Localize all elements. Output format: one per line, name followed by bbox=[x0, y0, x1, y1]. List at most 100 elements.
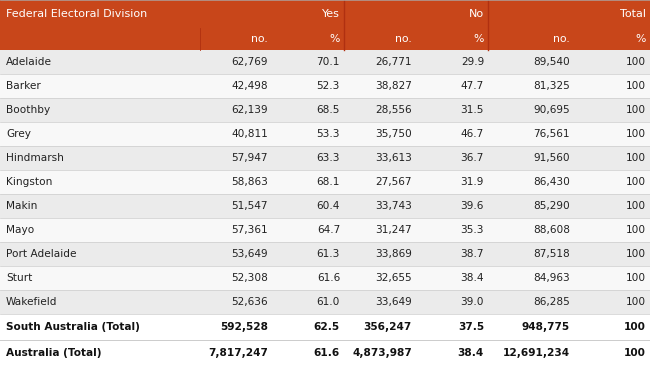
Text: 33,649: 33,649 bbox=[375, 297, 412, 307]
Text: 38,827: 38,827 bbox=[375, 81, 412, 91]
Text: 86,285: 86,285 bbox=[533, 297, 570, 307]
Text: 60.4: 60.4 bbox=[317, 201, 340, 211]
Text: 39.0: 39.0 bbox=[460, 297, 484, 307]
Text: %: % bbox=[330, 34, 340, 44]
Text: 100: 100 bbox=[624, 348, 646, 358]
Text: 68.1: 68.1 bbox=[317, 177, 340, 187]
Text: 62.5: 62.5 bbox=[314, 322, 340, 332]
Text: Port Adelaide: Port Adelaide bbox=[6, 249, 77, 259]
Text: 52,636: 52,636 bbox=[231, 297, 268, 307]
Text: Mayo: Mayo bbox=[6, 225, 34, 235]
Text: Federal Electoral Division: Federal Electoral Division bbox=[6, 9, 148, 19]
Text: Makin: Makin bbox=[6, 201, 38, 211]
Bar bbox=[0, 74, 650, 98]
Text: 33,613: 33,613 bbox=[375, 153, 412, 163]
Text: 26,771: 26,771 bbox=[376, 57, 412, 67]
Bar bbox=[0, 194, 650, 218]
Text: Grey: Grey bbox=[6, 129, 31, 139]
Text: 35.3: 35.3 bbox=[460, 225, 484, 235]
Text: 356,247: 356,247 bbox=[364, 322, 412, 332]
Text: Adelaide: Adelaide bbox=[6, 57, 52, 67]
Text: 32,655: 32,655 bbox=[376, 273, 412, 283]
Text: Barker: Barker bbox=[6, 81, 41, 91]
Bar bbox=[0, 28, 650, 50]
Text: Wakefield: Wakefield bbox=[6, 297, 57, 307]
Text: 100: 100 bbox=[626, 201, 646, 211]
Text: 948,775: 948,775 bbox=[522, 322, 570, 332]
Text: 33,743: 33,743 bbox=[375, 201, 412, 211]
Text: 61.6: 61.6 bbox=[317, 273, 340, 283]
Text: 100: 100 bbox=[626, 81, 646, 91]
Text: 53,649: 53,649 bbox=[231, 249, 268, 259]
Text: 62,139: 62,139 bbox=[231, 105, 268, 115]
Text: 39.6: 39.6 bbox=[461, 201, 484, 211]
Text: 58,863: 58,863 bbox=[231, 177, 268, 187]
Text: 38.7: 38.7 bbox=[460, 249, 484, 259]
Bar bbox=[0, 98, 650, 122]
Text: 100: 100 bbox=[626, 249, 646, 259]
Text: 42,498: 42,498 bbox=[231, 81, 268, 91]
Text: Kingston: Kingston bbox=[6, 177, 53, 187]
Text: 100: 100 bbox=[626, 129, 646, 139]
Text: Hindmarsh: Hindmarsh bbox=[6, 153, 64, 163]
Text: Total: Total bbox=[620, 9, 646, 19]
Text: 52,308: 52,308 bbox=[231, 273, 268, 283]
Text: 28,556: 28,556 bbox=[376, 105, 412, 115]
Text: 85,290: 85,290 bbox=[533, 201, 570, 211]
Bar bbox=[0, 314, 650, 340]
Bar bbox=[0, 122, 650, 146]
Text: 100: 100 bbox=[626, 177, 646, 187]
Text: Sturt: Sturt bbox=[6, 273, 32, 283]
Text: 47.7: 47.7 bbox=[461, 81, 484, 91]
Text: 61.6: 61.6 bbox=[314, 348, 340, 358]
Text: %: % bbox=[636, 34, 646, 44]
Bar bbox=[0, 266, 650, 290]
Text: Boothby: Boothby bbox=[6, 105, 50, 115]
Text: 33,869: 33,869 bbox=[375, 249, 412, 259]
Bar bbox=[0, 146, 650, 170]
Text: no.: no. bbox=[252, 34, 268, 44]
Text: 84,963: 84,963 bbox=[533, 273, 570, 283]
Text: 52.3: 52.3 bbox=[317, 81, 340, 91]
Text: 86,430: 86,430 bbox=[533, 177, 570, 187]
Text: 51,547: 51,547 bbox=[231, 201, 268, 211]
Text: 90,695: 90,695 bbox=[534, 105, 570, 115]
Text: 31,247: 31,247 bbox=[376, 225, 412, 235]
Text: 37.5: 37.5 bbox=[458, 322, 484, 332]
Text: no.: no. bbox=[553, 34, 570, 44]
Text: 35,750: 35,750 bbox=[375, 129, 412, 139]
Text: 31.9: 31.9 bbox=[461, 177, 484, 187]
Text: 36.7: 36.7 bbox=[461, 153, 484, 163]
Text: 12,691,234: 12,691,234 bbox=[503, 348, 570, 358]
Text: 91,560: 91,560 bbox=[534, 153, 570, 163]
Text: 100: 100 bbox=[626, 153, 646, 163]
Text: 68.5: 68.5 bbox=[317, 105, 340, 115]
Text: 27,567: 27,567 bbox=[376, 177, 412, 187]
Text: South Australia (Total): South Australia (Total) bbox=[6, 322, 140, 332]
Bar bbox=[0, 340, 650, 366]
Text: 100: 100 bbox=[626, 273, 646, 283]
Text: 63.3: 63.3 bbox=[317, 153, 340, 163]
Text: 100: 100 bbox=[626, 297, 646, 307]
Text: %: % bbox=[474, 34, 484, 44]
Text: 7,817,247: 7,817,247 bbox=[208, 348, 268, 358]
Text: No: No bbox=[469, 9, 484, 19]
Text: 38.4: 38.4 bbox=[458, 348, 484, 358]
Text: 89,540: 89,540 bbox=[533, 57, 570, 67]
Text: 81,325: 81,325 bbox=[533, 81, 570, 91]
Text: 46.7: 46.7 bbox=[461, 129, 484, 139]
Bar bbox=[0, 170, 650, 194]
Bar bbox=[0, 242, 650, 266]
Text: 61.3: 61.3 bbox=[317, 249, 340, 259]
Text: 88,608: 88,608 bbox=[533, 225, 570, 235]
Text: 40,811: 40,811 bbox=[231, 129, 268, 139]
Text: 31.5: 31.5 bbox=[461, 105, 484, 115]
Text: Yes: Yes bbox=[322, 9, 340, 19]
Text: 62,769: 62,769 bbox=[231, 57, 268, 67]
Bar bbox=[0, 0, 650, 28]
Text: 70.1: 70.1 bbox=[317, 57, 340, 67]
Text: 4,873,987: 4,873,987 bbox=[352, 348, 412, 358]
Text: no.: no. bbox=[395, 34, 412, 44]
Bar bbox=[0, 290, 650, 314]
Text: 61.0: 61.0 bbox=[317, 297, 340, 307]
